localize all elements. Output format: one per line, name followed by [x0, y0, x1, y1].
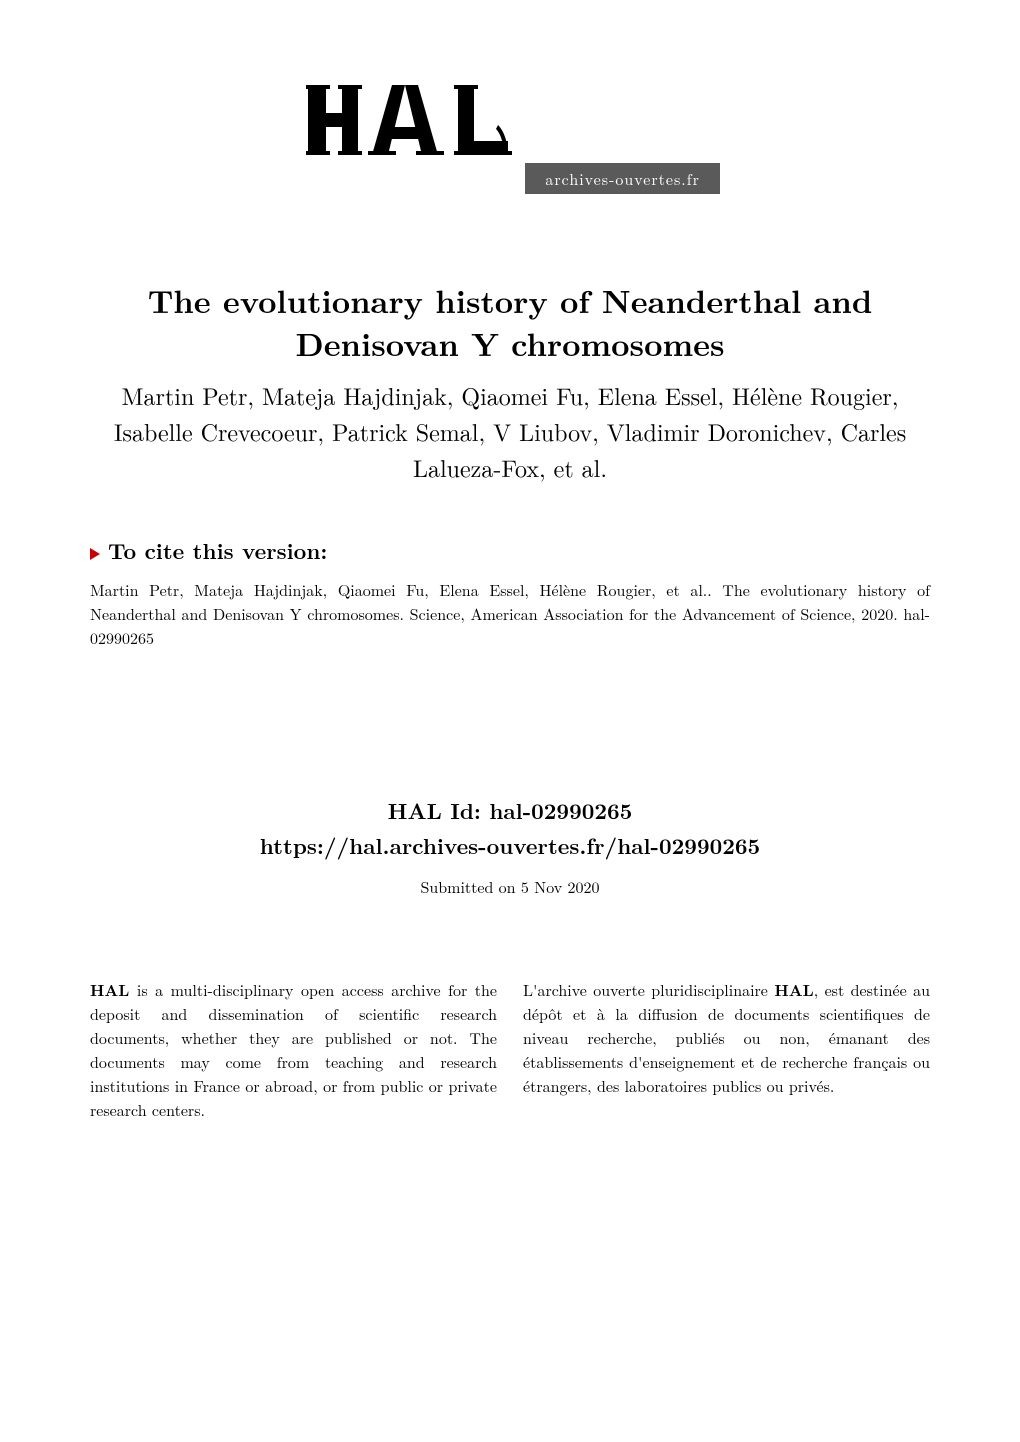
cite-text: Martin Petr, Mateja Hajdinjak, Qiaomei F…: [90, 578, 930, 650]
cite-header: To cite this version:: [90, 535, 930, 566]
description-left-bold: HAL: [90, 978, 129, 1001]
cite-section: To cite this version: Martin Petr, Matej…: [0, 535, 1020, 650]
description-left-text: is a multi-disciplinary open access arch…: [90, 978, 497, 1121]
hal-logo-svg: [300, 75, 520, 185]
description-right-bold: HAL: [774, 978, 813, 1001]
description-right: L'archive ouverte pluridisciplinaire HAL…: [523, 978, 930, 1122]
hal-id-section: HAL Id: hal-02990265 https://hal.archive…: [0, 795, 1020, 898]
hal-url[interactable]: https://hal.archives-ouvertes.fr/hal-029…: [0, 830, 1020, 861]
hal-id: HAL Id: hal-02990265: [0, 795, 1020, 826]
paper-title: The evolutionary history of Neanderthal …: [0, 279, 1020, 365]
hal-logo: archives-ouvertes.fr: [300, 75, 720, 194]
cite-header-text: To cite this version:: [108, 535, 327, 566]
cite-arrow-icon: [90, 548, 100, 560]
description-right-pre: L'archive ouverte pluridisciplinaire: [523, 978, 774, 1001]
submitted-date: Submitted on 5 Nov 2020: [0, 875, 1020, 898]
hal-logo-subtext: archives-ouvertes.fr: [525, 163, 720, 194]
hal-logo-block: archives-ouvertes.fr: [0, 0, 1020, 214]
hal-description: HAL is a multi-disciplinary open access …: [0, 978, 1020, 1122]
paper-authors: Martin Petr, Mateja Hajdinjak, Qiaomei F…: [0, 377, 1020, 485]
description-left: HAL is a multi-disciplinary open access …: [90, 978, 497, 1122]
